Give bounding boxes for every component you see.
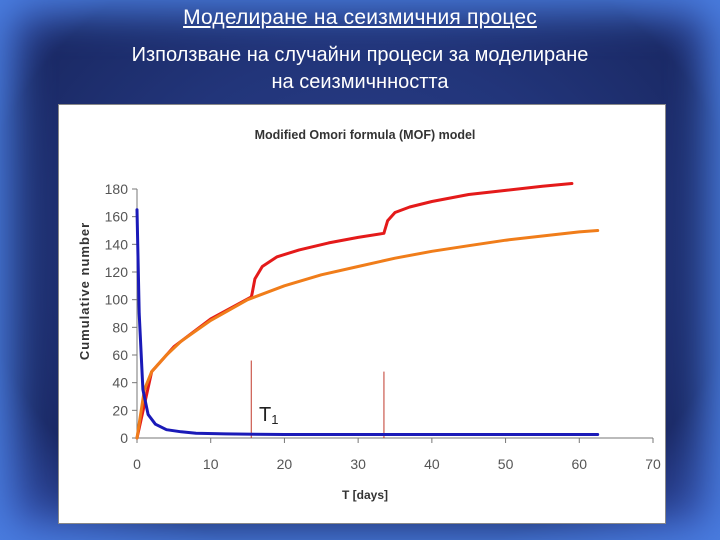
annotation-t1-subscript: 1 — [271, 412, 278, 427]
x-tick-label: 40 — [424, 456, 440, 472]
series-line-3 — [135, 208, 600, 436]
y-axis-title: Cumulative number — [77, 222, 92, 360]
y-tick-label: 120 — [105, 264, 129, 280]
series-line-2 — [135, 229, 600, 440]
x-tick-label: 50 — [498, 456, 514, 472]
slide-subtitle: Използване на случайни процеси за модели… — [0, 42, 720, 96]
y-tick-label: 160 — [105, 209, 129, 225]
chart-svg: Modified Omori formula (MOF) model Cumul… — [77, 128, 661, 502]
annotation-t1-label: T — [259, 404, 271, 426]
y-tick-label: 20 — [112, 402, 128, 418]
y-tick-label: 180 — [105, 181, 129, 197]
x-tick-label: 60 — [571, 456, 587, 472]
slide-title: Моделиране на сеизмичния процес — [183, 6, 537, 29]
y-tick-label: 40 — [112, 375, 128, 391]
slide-subtitle-line-2: на сеизмичнността — [271, 71, 449, 93]
annotation-t1: T1 — [259, 404, 278, 427]
slide-subtitle-line-1: Използване на случайни процеси за модели… — [131, 44, 589, 66]
series-line-1 — [135, 182, 574, 440]
x-tick-label: 10 — [203, 456, 219, 472]
y-tick-label: 0 — [120, 430, 128, 446]
y-tick-label: 80 — [112, 319, 128, 335]
x-tick-label: 20 — [277, 456, 293, 472]
x-tick-label: 0 — [133, 456, 141, 472]
x-axis-title: T [days] — [342, 488, 388, 502]
y-tick-label: 140 — [105, 236, 129, 252]
y-tick-label: 100 — [105, 292, 129, 308]
y-tick-label: 60 — [112, 347, 128, 363]
chart-panel: Modified Omori formula (MOF) model Cumul… — [58, 104, 666, 524]
x-tick-label: 30 — [350, 456, 366, 472]
x-tick-label: 70 — [645, 456, 661, 472]
chart-title: Modified Omori formula (MOF) model — [255, 128, 476, 142]
